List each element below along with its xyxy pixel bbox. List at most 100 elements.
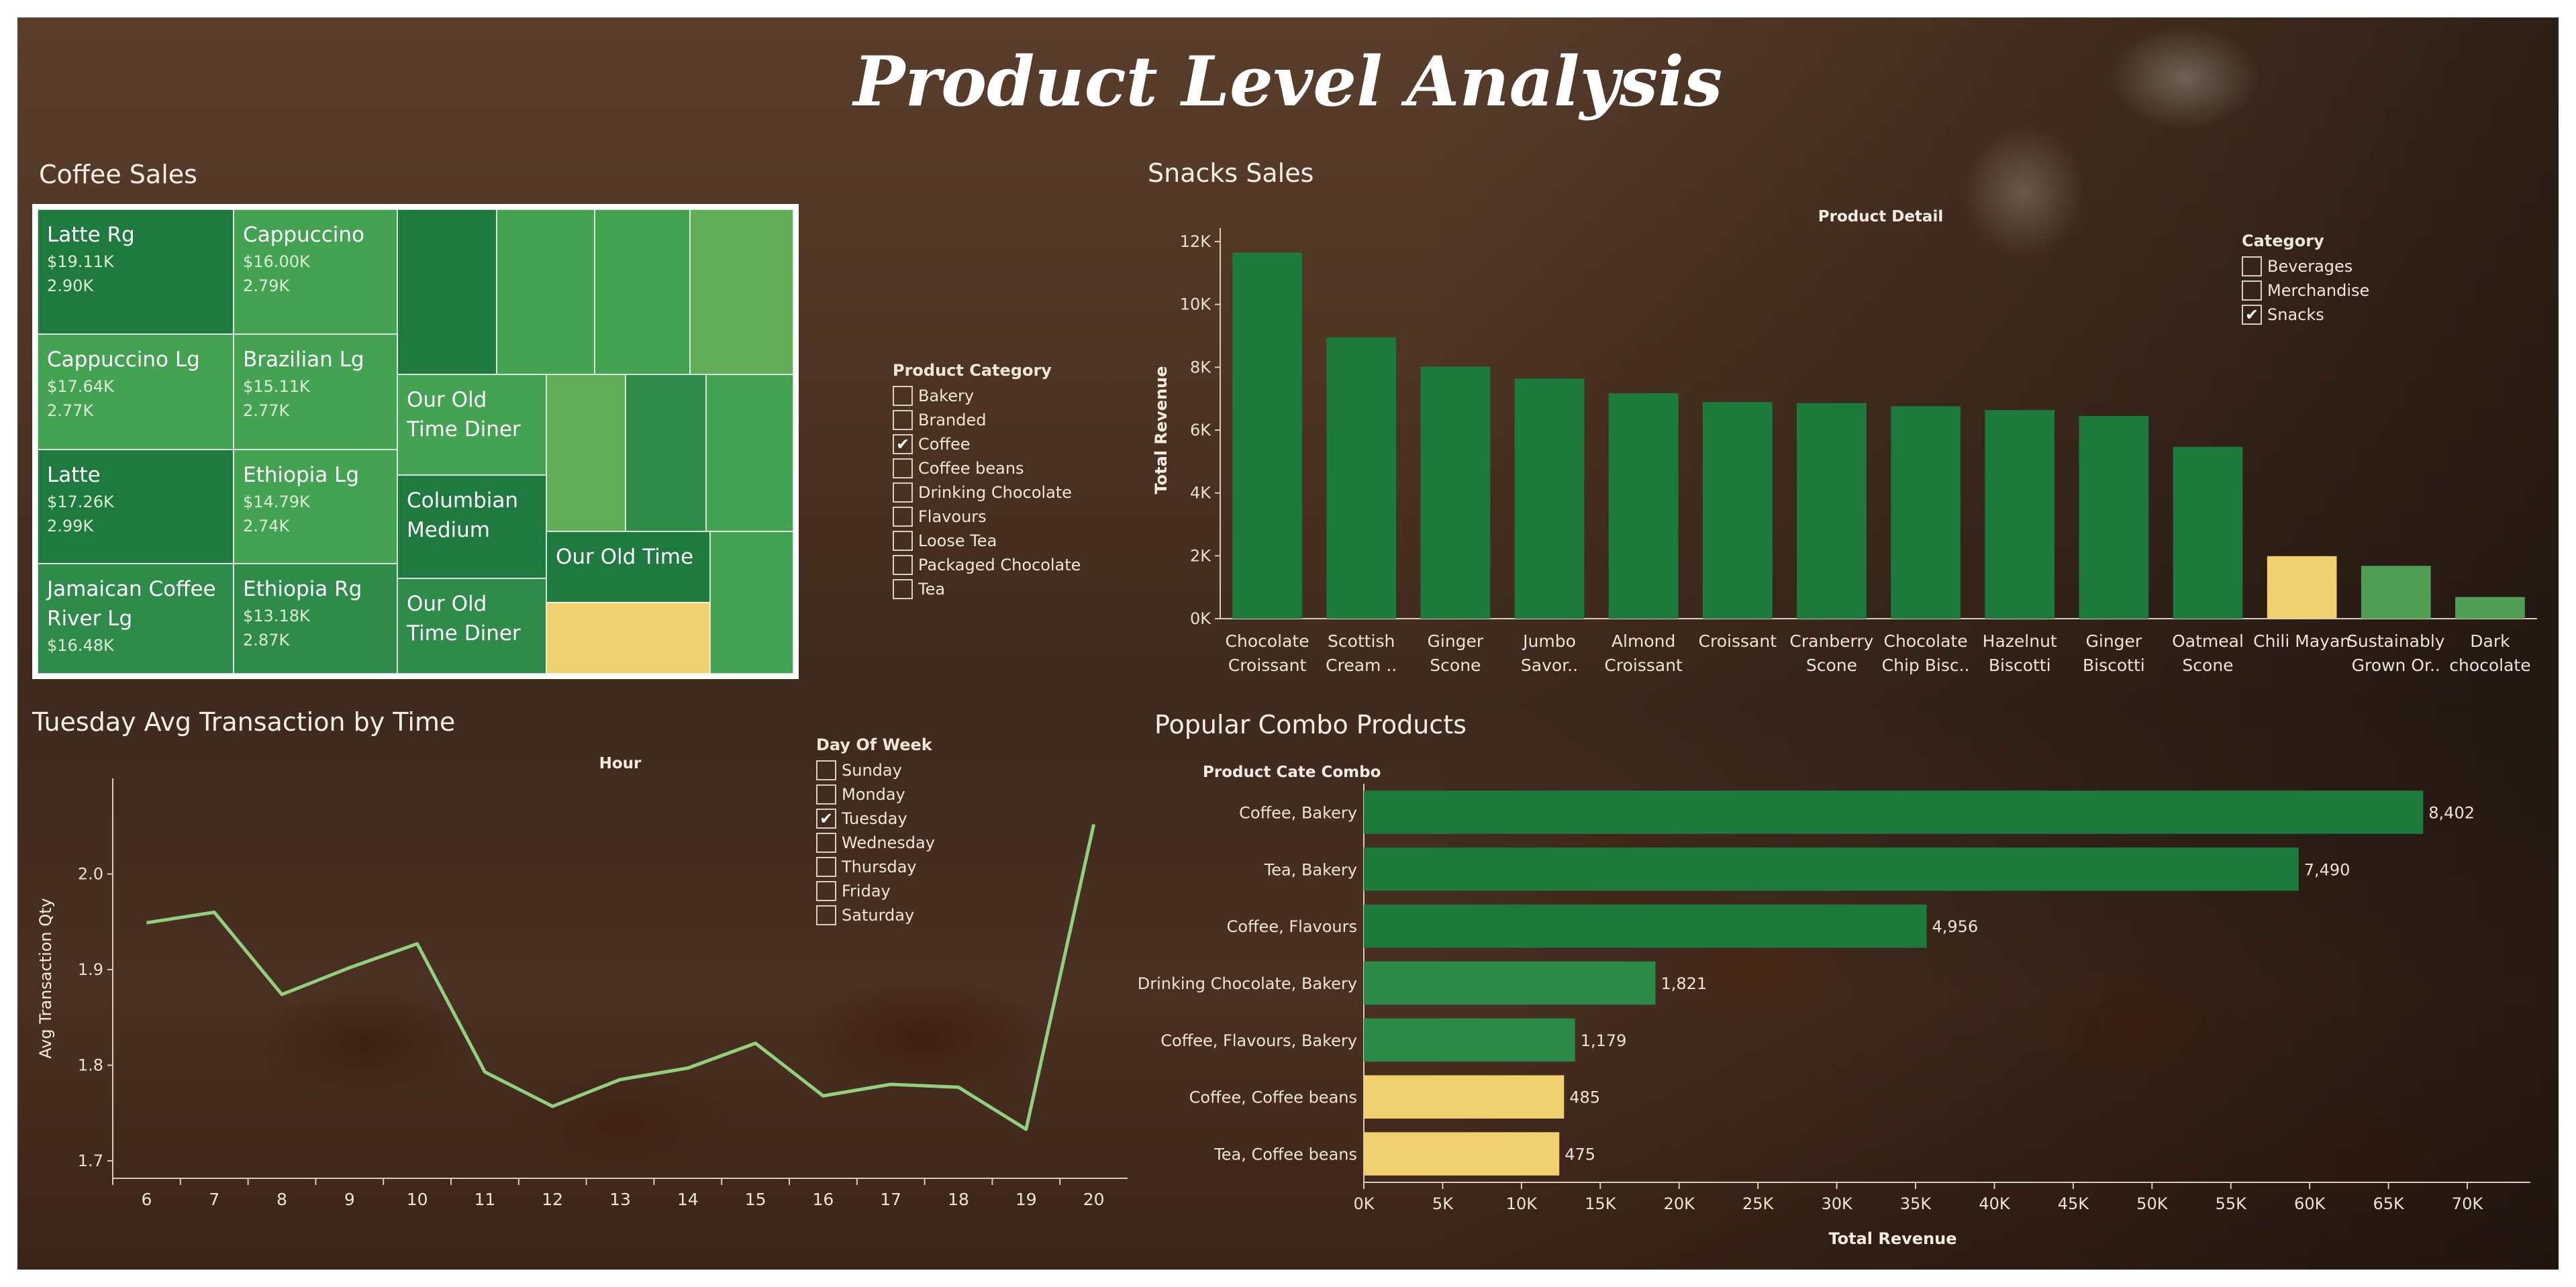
checkbox[interactable] xyxy=(816,833,836,853)
snacks-category-label: Cranberry xyxy=(1789,631,1873,651)
product-category-option-drinking-chocolate[interactable]: Drinking Chocolate xyxy=(893,480,1081,505)
product-category-filter: Product Category Bakery Branded ✔ Coffee Coff… xyxy=(893,361,1081,601)
treemap-cell-qty: 2.77K xyxy=(47,401,94,420)
snacks-y-tick-label: 12K xyxy=(1180,232,1212,251)
checkbox[interactable]: ✔ xyxy=(816,809,836,829)
checkbox[interactable] xyxy=(2242,280,2262,301)
snacks-bar xyxy=(1420,366,1491,619)
combo-x-tick-label: 40K xyxy=(1979,1194,2011,1213)
checkbox[interactable] xyxy=(816,784,836,805)
treemap-cell-revenue: $19.11K xyxy=(47,252,115,271)
product-category-option-tea[interactable]: Tea xyxy=(893,577,1081,601)
option-label: Tuesday xyxy=(842,809,907,828)
product-category-option-loose-tea[interactable]: Loose Tea xyxy=(893,529,1081,553)
treemap-cell xyxy=(625,374,707,532)
snacks-header: Product Detail xyxy=(1818,208,1943,225)
dashboard-title: Product Level Analysis xyxy=(853,42,1723,122)
treemap-cell-qty: 2.87K xyxy=(243,631,290,650)
treemap-cell: Ethiopia Lg $14.79K 2.74K xyxy=(233,449,398,564)
combo-category-label: Coffee, Flavours xyxy=(1227,917,1357,936)
treemap-cell-rect xyxy=(37,563,234,674)
treemap-cell-revenue: $17.64K xyxy=(47,377,115,396)
snacks-bar xyxy=(1608,393,1679,619)
snacks-category-label: Biscotti xyxy=(2083,656,2145,675)
option-label: Merchandise xyxy=(2267,281,2370,300)
snacks-category-label: Hazelnut xyxy=(1983,631,2057,651)
snacks-y-tick-label: 4K xyxy=(1190,484,1211,503)
day-of-week-option-monday[interactable]: Monday xyxy=(816,782,935,807)
checkbox[interactable] xyxy=(816,760,836,780)
treemap-cell xyxy=(496,209,595,375)
line-x-tick-label: 13 xyxy=(609,1190,631,1209)
day-of-week-option-tuesday[interactable]: ✔ Tuesday xyxy=(816,807,935,831)
line-y-tick-label: 1.7 xyxy=(78,1151,103,1170)
snacks-category-label: Sustainably xyxy=(2347,631,2445,651)
treemap-cell-rect xyxy=(705,374,794,532)
snacks-bar xyxy=(1326,337,1397,619)
treemap-cell-revenue: $17.26K xyxy=(47,493,115,511)
snacks-category-option-snacks[interactable]: ✔ Snacks xyxy=(2242,303,2369,327)
treemap-cell: Cappuccino $16.00K 2.79K xyxy=(233,209,398,335)
checkbox[interactable] xyxy=(893,458,913,478)
day-of-week-option-saturday[interactable]: Saturday xyxy=(816,903,935,927)
option-label: Flavours xyxy=(918,507,987,526)
line-x-tick-label: 10 xyxy=(407,1190,428,1209)
combo-products-chart: Product Cate Combo Coffee, Bakery 8,402 Tea… xyxy=(1138,764,2530,1248)
day-of-week-option-wednesday[interactable]: Wednesday xyxy=(816,831,935,855)
checkbox[interactable]: ✔ xyxy=(2242,305,2262,325)
treemap-cell xyxy=(705,374,794,532)
combo-x-axis-label: Total Revenue xyxy=(1828,1229,1956,1248)
combo-x-tick-label: 10K xyxy=(1506,1194,1538,1213)
treemap-cell-qty: 2.79K xyxy=(243,276,290,295)
snacks-y-tick-label: 6K xyxy=(1190,421,1211,440)
treemap-cell-rect xyxy=(546,602,711,674)
combo-value-label: 485 xyxy=(1569,1088,1600,1107)
checkbox[interactable] xyxy=(816,857,836,877)
product-category-option-coffee-beans[interactable]: Coffee beans xyxy=(893,456,1081,480)
day-of-week-option-thursday[interactable]: Thursday xyxy=(816,855,935,879)
option-label: Coffee xyxy=(918,435,971,454)
checkbox[interactable] xyxy=(893,482,913,503)
checkbox[interactable] xyxy=(893,410,913,430)
snacks-category-option-beverages[interactable]: Beverages xyxy=(2242,254,2369,278)
combo-bar xyxy=(1364,790,2424,834)
line-x-tick-label: 14 xyxy=(677,1190,699,1209)
snacks-category-label: Scone xyxy=(1806,656,1857,675)
checkbox[interactable] xyxy=(893,555,913,575)
checkbox[interactable] xyxy=(816,881,836,901)
snacks-category-label: Ginger xyxy=(2086,631,2142,651)
snacks-category-label: Almond xyxy=(1612,631,1675,651)
snacks-category-label: Croissant xyxy=(1604,656,1683,675)
day-of-week-filter: Day Of Week Sunday Monday ✔ Tuesday Wednesday… xyxy=(816,735,935,927)
combo-bar xyxy=(1364,1132,1560,1176)
day-of-week-option-friday[interactable]: Friday xyxy=(816,879,935,903)
treemap-cell-label: Our Old xyxy=(407,592,487,616)
combo-category-label: Drinking Chocolate, Bakery xyxy=(1138,974,1357,993)
combo-value-label: 7,490 xyxy=(2304,860,2350,879)
checkbox[interactable]: ✔ xyxy=(893,434,913,454)
line-header: Hour xyxy=(599,755,642,772)
snacks-category-title: Category xyxy=(2242,231,2324,250)
product-category-option-flavours[interactable]: Flavours xyxy=(893,505,1081,529)
product-category-option-bakery[interactable]: Bakery xyxy=(893,384,1081,408)
treemap-cell-revenue: $13.18K xyxy=(243,607,311,625)
checkbox[interactable] xyxy=(893,531,913,551)
checkbox[interactable] xyxy=(816,905,836,925)
product-category-option-coffee[interactable]: ✔ Coffee xyxy=(893,432,1081,456)
checkbox[interactable] xyxy=(893,386,913,406)
checkbox[interactable] xyxy=(2242,256,2262,276)
snacks-category-option-merchandise[interactable]: Merchandise xyxy=(2242,278,2369,303)
product-category-option-branded[interactable]: Branded xyxy=(893,408,1081,432)
treemap-cell-label: River Lg xyxy=(47,607,132,631)
day-of-week-option-sunday[interactable]: Sunday xyxy=(816,758,935,782)
snacks-category-label: chocolate xyxy=(2449,656,2530,675)
line-y-axis-label: Avg Transaction Qty xyxy=(36,898,55,1059)
product-category-option-packaged-chocolate[interactable]: Packaged Chocolate xyxy=(893,553,1081,577)
treemap-cell-label: Ethiopia Rg xyxy=(243,577,362,601)
treemap-cell-revenue: $16.48K xyxy=(47,636,115,655)
treemap-cell-rect xyxy=(546,374,626,532)
line-y-tick-label: 1.8 xyxy=(78,1056,103,1075)
snacks-bar xyxy=(2267,556,2337,619)
checkbox[interactable] xyxy=(893,507,913,527)
checkbox[interactable] xyxy=(893,579,913,599)
